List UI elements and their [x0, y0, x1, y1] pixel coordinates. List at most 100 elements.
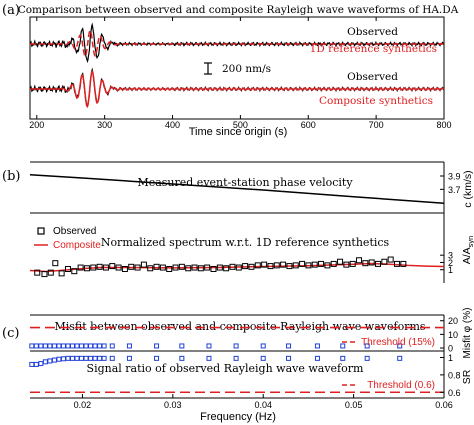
misfit-title: Misfit between observed and composite Ra… — [54, 320, 425, 333]
phase-velocity-line — [29, 173, 445, 205]
observed-spectrum-point — [83, 265, 90, 272]
freq-tick-label: 0.03 — [164, 400, 182, 410]
misfit-point — [179, 343, 185, 349]
misfit-point — [47, 343, 53, 349]
observed-spectrum-point — [47, 269, 54, 276]
misfit-point — [38, 343, 44, 349]
misfit-point — [109, 343, 115, 349]
observed-spectrum-point — [140, 261, 147, 268]
waveform-traces — [29, 22, 445, 109]
time-tick-label: 400 — [165, 120, 180, 130]
sr-point — [260, 355, 266, 361]
observed-spectrum-point — [375, 260, 382, 267]
observed-spectrum-point — [223, 265, 230, 272]
observed-spectrum-point — [254, 262, 261, 269]
panel-a-title: Comparison between observed and composit… — [18, 4, 459, 16]
misfit-point — [60, 343, 66, 349]
misfit-point — [56, 343, 62, 349]
sr-point — [286, 355, 292, 361]
observed-spectrum-point — [216, 264, 223, 271]
observed-spectrum-point — [64, 266, 71, 272]
misfit-point — [286, 343, 292, 349]
sr-point — [33, 361, 39, 367]
misfit-point — [260, 343, 266, 349]
spectrum-ytick-label: 1 — [448, 265, 453, 275]
sr-point — [126, 355, 132, 361]
misfit-point — [92, 343, 98, 349]
legend-bottom-synthetics: Composite synthetics — [319, 95, 433, 107]
sr-point — [97, 355, 103, 361]
sr-point — [233, 355, 239, 361]
misfit-point — [51, 343, 57, 349]
observed-spectrum-point — [400, 260, 407, 267]
misfit-point — [65, 343, 71, 349]
misfit-threshold-label: Threshold (15%) — [361, 337, 435, 348]
observed-spectrum-point — [128, 263, 135, 270]
observed-spectrum-point — [292, 262, 299, 269]
observed-spectrum-point — [71, 268, 78, 275]
observed-spectrum-point — [178, 263, 185, 270]
sr-point — [92, 355, 98, 361]
observed-spectrum-point — [115, 264, 122, 271]
composite-spectrum-line — [29, 262, 445, 273]
panel-a-label: (a) — [2, 3, 20, 18]
misfit-point — [340, 343, 346, 349]
sr-ytick-label: 0.6 — [448, 388, 461, 398]
misfit-point — [74, 343, 80, 349]
time-tick-label: 800 — [436, 120, 451, 130]
observed-spectrum-point — [109, 263, 116, 270]
misfit-point — [233, 343, 239, 349]
panel-a-waveforms: (a) Comparison between observed and comp… — [2, 3, 459, 138]
observed-spectrum-point — [349, 260, 356, 267]
observed-spectrum-point — [147, 265, 154, 272]
misfit-point — [397, 343, 403, 349]
misfit-ylabel: Misfit φ (%) — [462, 308, 473, 359]
observed-spectrum-point — [90, 264, 97, 271]
sr-point — [42, 359, 48, 365]
observed-spectrum-point — [159, 264, 166, 271]
sr-point — [206, 355, 212, 361]
observed-spectrum-point — [330, 260, 337, 267]
observed-spectrum-point — [77, 264, 84, 271]
misfit-ytick-label: 10 — [448, 330, 458, 340]
time-tick-label: 300 — [97, 120, 112, 130]
sr-point — [47, 358, 53, 364]
legend-bottom-observed: Observed — [347, 71, 398, 83]
observed-spectrum-point — [185, 265, 192, 272]
misfit-point — [29, 343, 35, 349]
phase-ytick-label: 3.9 — [448, 172, 461, 182]
freq-tick-label: 0.06 — [435, 400, 453, 410]
observed-spectrum-point — [368, 259, 375, 266]
observed-spectrum-point — [41, 271, 48, 278]
misfit-point — [69, 343, 75, 349]
legend-composite-label: Composite — [53, 240, 101, 251]
observed-spectrum-point — [121, 266, 128, 272]
phase-velocity-ylabel: c (km/s) — [462, 170, 474, 207]
sr-point — [154, 355, 160, 361]
panel-c-misfit-sr: (c) Misfit between observed and composit… — [2, 308, 473, 423]
observed-spectrum-point — [235, 264, 242, 271]
observed-spectrum-point — [34, 269, 41, 276]
misfit-plot: 0 10 20 — [29, 316, 458, 354]
spectrum-ytick-label: 2 — [448, 258, 453, 268]
misfit-point — [42, 343, 48, 349]
time-tick-label: 700 — [369, 120, 384, 130]
observed-spectrum-point — [273, 262, 280, 269]
observed-spectrum-point — [318, 260, 325, 267]
misfit-point — [154, 343, 160, 349]
series-composite-synthetics — [30, 70, 445, 108]
observed-spectrum-point — [153, 263, 160, 270]
sr-ylabel: SR — [461, 369, 473, 384]
sr-point — [38, 361, 44, 367]
time-tick-label: 200 — [29, 120, 44, 130]
freq-tick-label: 0.05 — [345, 400, 363, 410]
observed-spectrum-point — [96, 263, 103, 270]
misfit-point — [206, 343, 212, 349]
observed-spectrum-point — [337, 258, 344, 265]
misfit-point — [364, 343, 370, 349]
misfit-point — [33, 343, 39, 349]
observed-spectrum-point — [267, 263, 274, 270]
time-axis-label: Time since origin (s) — [189, 126, 288, 138]
spectrum-ylabel-sub: syn — [466, 236, 474, 248]
